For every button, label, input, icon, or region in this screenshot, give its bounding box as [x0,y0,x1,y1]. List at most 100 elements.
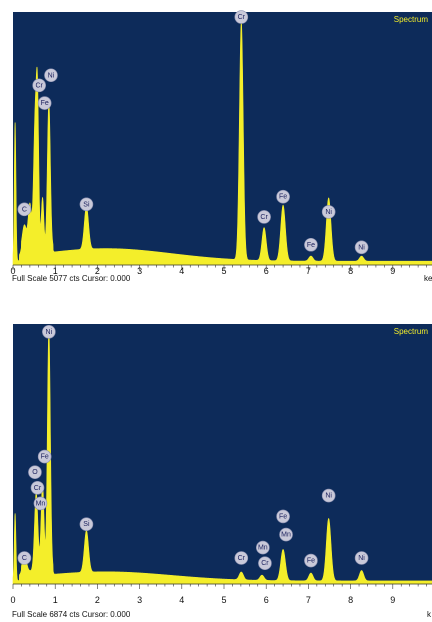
peak-label-text: Cr [238,14,246,21]
peak-label-text: C [22,555,27,562]
peak-label-text: Cr [260,214,268,221]
peak-label-text: O [32,469,38,476]
x-tick-label: 6 [264,266,269,276]
peak-label-ni: Ni [42,324,56,339]
peak-label-circle [257,210,271,224]
peak-label-circle [321,205,336,219]
spectrum-area [12,21,432,266]
peak-label-circle [44,68,58,83]
peak-label-fe: Fe [304,237,318,252]
x-tick-label: 8 [348,595,353,605]
x-tick-label: 5 [221,595,226,605]
peak-label-circle [354,551,369,565]
peak-label-circle [32,78,46,93]
peak-label-mn: Mn [33,496,48,511]
peak-label-circle [276,509,290,524]
peak-label-cr: Cr [234,551,249,565]
peak-label-mn: Mn [256,540,270,555]
peak-label-cr: Cr [258,556,272,571]
peak-label-text: Mn [258,545,268,552]
peak-label-text: Ni [358,555,365,562]
x-tick-label: 1 [53,266,58,276]
peak-label-ni: Ni [354,240,369,255]
x-tick-label: 9 [390,595,395,605]
x-tick-label: 4 [179,266,184,276]
peak-label-si: Si [79,517,94,532]
peak-label-fe: Fe [276,509,290,524]
peak-label-text: Fe [279,194,287,201]
peak-label-text: Ni [48,72,55,79]
peak-label-ni: Ni [321,205,336,219]
peak-label-cr: Cr [32,78,46,93]
peak-label-ni: Ni [354,551,369,565]
peak-label-circle [258,556,272,571]
peak-label-circle [304,553,318,568]
peak-label-text: Fe [41,100,49,107]
peak-label-text: Ni [358,244,365,251]
x-tick-label: 3 [137,595,142,605]
peak-label-circle [276,189,290,204]
x-tick-label: 5 [221,266,226,276]
peak-label-text: Si [83,201,90,208]
peak-label-cr: Cr [234,10,249,24]
peak-label-circle [79,517,94,532]
plot-area [13,12,432,265]
x-tick-label: 4 [179,595,184,605]
x-tick-label: 8 [348,266,353,276]
peak-label-circle [33,496,48,511]
spectrum-title: Spectrum [394,15,429,24]
peak-label-ni: Ni [44,68,58,83]
peak-label-circle [30,480,45,495]
peak-label-fe: Fe [276,189,290,204]
peak-label-circle [17,202,32,217]
x-axis-unit-label: k [427,610,432,619]
peak-label-text: Cr [35,82,43,89]
peak-label-circle [321,488,336,503]
peak-label-text: Ni [325,209,332,216]
peak-label-text: Cr [238,555,246,562]
x-tick-label: 0 [10,266,15,276]
x-tick-label: 2 [95,595,100,605]
peak-label-text: Fe [279,513,287,520]
spectrum-panel-1: CCrNiFeSiCrCrFeFeNiNiSpectrum01234567891… [10,10,432,283]
peak-label-text: Cr [34,485,42,492]
full-scale-footer: Full Scale 6874 cts Cursor: 0.000 [12,610,131,619]
peak-label-fe: Fe [37,96,52,110]
peak-label-text: Fe [307,558,315,565]
peak-label-mn: Mn [279,527,293,542]
peak-label-cr: Cr [257,210,271,224]
peak-label-circle [304,237,318,252]
peak-label-circle [279,527,293,542]
spectrum-area [12,327,432,585]
peak-label-circle [37,449,52,464]
peak-label-text: Ni [46,329,53,336]
peak-label-circle [42,324,56,339]
x-tick-label: 9 [390,266,395,276]
peak-label-fe: Fe [304,553,318,568]
peak-label-c: C [17,202,32,217]
peak-label-o: O [28,465,42,480]
peak-label-cr: Cr [30,480,45,495]
peak-label-text: Fe [307,242,315,249]
peak-label-text: Mn [36,500,46,507]
peak-label-circle [17,551,32,565]
x-tick-label: 1 [53,595,58,605]
peak-label-circle [234,10,249,24]
x-tick-label: 6 [264,595,269,605]
peak-label-si: Si [79,197,94,212]
x-tick-label: 3 [137,266,142,276]
peak-label-c: C [17,551,32,565]
x-tick-label: 7 [306,266,311,276]
peak-label-text: Si [83,521,90,528]
peak-label-circle [28,465,42,480]
peak-label-circle [79,197,94,212]
x-tick-label: 7 [306,595,311,605]
x-tick-label: 2 [95,266,100,276]
x-axis-unit-label: ke [424,274,432,283]
peak-label-fe: Fe [37,449,52,464]
plot-area [13,324,432,584]
peak-label-circle [234,551,249,565]
peak-label-text: Cr [261,560,269,567]
spectrum-title: Spectrum [394,327,429,336]
